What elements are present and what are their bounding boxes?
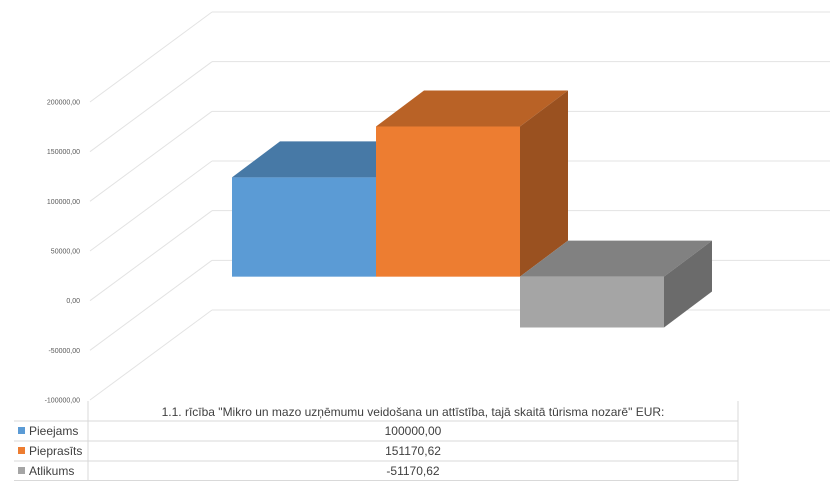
gridline-side (89, 110, 213, 202)
bar-front (232, 177, 376, 277)
gridline-side (89, 210, 213, 302)
legend-key (18, 467, 25, 474)
y-tick-label: -50000,00 (48, 348, 80, 355)
bar-side (664, 240, 712, 328)
gridline-side (89, 309, 213, 401)
bar-side (520, 90, 568, 277)
table-row: Pieprasīts 151170,62 (18, 444, 441, 458)
bar-atlikums (520, 240, 712, 328)
gridline-side (89, 11, 213, 103)
bar-front (376, 126, 520, 277)
y-tick-label: -100000,00 (45, 398, 81, 405)
gridline-side (89, 259, 213, 351)
bar-top (520, 240, 712, 277)
series-name: Pieprasīts (29, 444, 82, 458)
y-tick-label: 100000,00 (47, 199, 80, 206)
data-label: -51170,62 (386, 464, 439, 478)
y-tick-label: 200000,00 (47, 100, 80, 107)
table-row: Pieejams 100000,00 (18, 424, 442, 438)
gridline-side (89, 160, 213, 252)
y-tick-label: 0,00 (66, 298, 80, 305)
y-tick-label: 50000,00 (51, 249, 80, 256)
legend-key (18, 447, 25, 454)
bars (232, 90, 712, 328)
legend-key (18, 427, 25, 434)
y-axis-ticks: 200000,00 150000,00 100000,00 50000,00 0,00 -… (45, 100, 81, 405)
series-name: Atlikums (29, 464, 74, 478)
bar-pieprasīts (376, 90, 568, 277)
bar-front (520, 276, 664, 328)
data-label: 100000,00 (385, 424, 442, 438)
category-label: 1.1. rīcība "Mikro un mazo uzņēmumu veid… (162, 405, 665, 419)
bar-top (376, 90, 568, 127)
series-name: Pieejams (29, 424, 78, 438)
gridline-side (89, 61, 213, 153)
y-tick-label: 150000,00 (47, 149, 80, 156)
table-row: Atlikums -51170,62 (18, 464, 440, 478)
data-label: 151170,62 (385, 444, 441, 458)
data-table: 1.1. rīcība "Mikro un mazo uzņēmumu veid… (14, 401, 739, 481)
